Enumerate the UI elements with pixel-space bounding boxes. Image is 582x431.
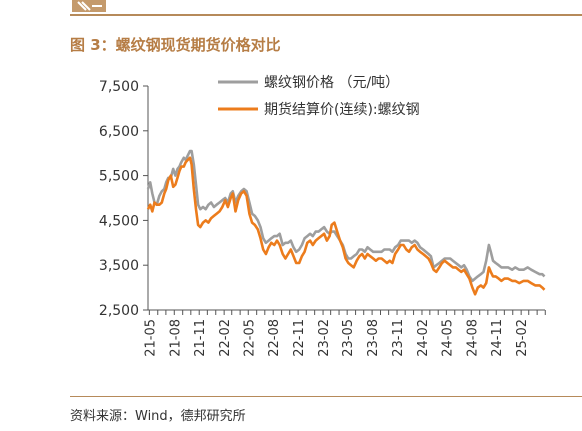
legend-label: 期货结算价(连续):螺纹钢: [264, 101, 420, 118]
y-tick-label: 6,500: [99, 124, 139, 140]
figure-title: 图 3：螺纹钢现货期货价格对比: [70, 36, 281, 54]
x-tick-label: 24-08: [465, 319, 480, 357]
x-tick-label: 24-05: [440, 319, 455, 357]
chart: 2,500 3,500 4,500 5,500 6,500 7,500 21-05 21-08…: [99, 75, 546, 357]
x-tick-label: 22-11: [292, 319, 307, 357]
x-tick-label: 25-02: [515, 319, 530, 357]
y-tick-label: 5,500: [99, 169, 139, 185]
y-tick-label: 3,500: [99, 258, 139, 274]
series-line-futures-settlement: [146, 156, 546, 296]
x-tick-label: 23-05: [341, 319, 356, 357]
chart-axes: 2,500 3,500 4,500 5,500 6,500 7,500 21-05 21-08…: [99, 79, 546, 357]
legend-label: 螺纹钢价格 （元/吨）: [264, 75, 399, 91]
x-tick-label: 22-02: [218, 319, 233, 357]
bottom-rule: [70, 396, 582, 397]
x-tick-label: 24-02: [416, 319, 431, 357]
chart-series-layer: [146, 149, 546, 296]
x-tick-label: 22-08: [267, 319, 282, 357]
x-tick-label: 23-11: [391, 319, 406, 357]
chart-legend: 螺纹钢价格 （元/吨） 期货结算价(连续):螺纹钢: [218, 75, 420, 118]
x-tick-label: 21-05: [143, 319, 158, 357]
x-tick-label: 24-11: [490, 319, 505, 357]
x-tick-label: 21-11: [193, 319, 208, 357]
logo-mark: [72, 0, 106, 12]
y-tick-label: 2,500: [99, 303, 139, 319]
x-tick-label: 22-05: [242, 319, 257, 357]
x-tick-label: 21-08: [168, 319, 183, 357]
y-tick-label: 4,500: [99, 213, 139, 229]
y-tick-label: 7,500: [99, 79, 139, 95]
source-note: 资料来源：Wind，德邦研究所: [70, 409, 246, 424]
series-line-spot-price: [146, 149, 546, 283]
top-rule: [70, 14, 582, 16]
x-tick-label: 23-08: [366, 319, 381, 357]
x-tick-label: 23-02: [317, 319, 332, 357]
